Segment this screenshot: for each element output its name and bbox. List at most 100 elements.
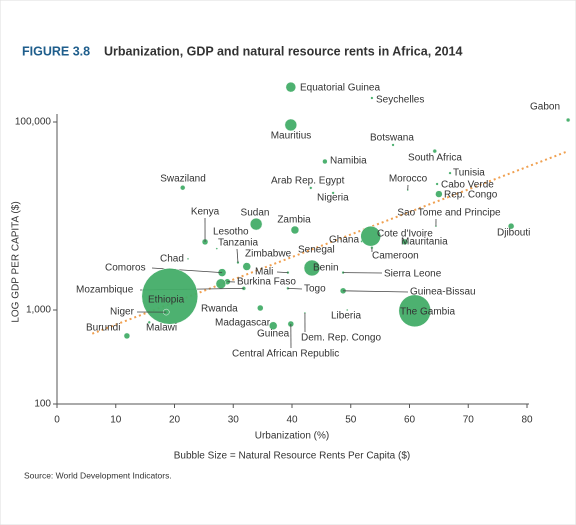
- point-label: Ghana: [329, 235, 359, 246]
- point-label: South Africa: [408, 153, 462, 164]
- bubble: [257, 304, 264, 312]
- size-label: Bubble Size = Natural Resource Rents Per…: [174, 451, 411, 462]
- point-label: Cote d'Ivoire: [377, 229, 433, 240]
- point-label: Rep. Congo: [444, 190, 498, 201]
- point-label: Burkina Faso: [237, 277, 296, 288]
- bubble: [215, 247, 219, 250]
- x-tick-label: 30: [228, 415, 240, 426]
- bubble: [249, 217, 263, 231]
- x-tick-label: 70: [463, 415, 475, 426]
- bubble: [507, 222, 515, 230]
- bubble: [290, 225, 300, 235]
- point-label: Guinea-Bissau: [410, 287, 476, 298]
- point-label: Cabo Verde: [441, 180, 494, 191]
- bubble: [432, 148, 438, 154]
- point-label: Mozambique: [76, 285, 134, 296]
- bubble: [309, 186, 313, 190]
- bubble: [268, 321, 278, 330]
- point-label: Djibouti: [497, 228, 530, 239]
- point-label: Madagascar: [215, 318, 271, 329]
- bubble: [398, 294, 432, 328]
- figure-label: FIGURE 3.8: [22, 44, 90, 58]
- leader-line: [236, 248, 239, 263]
- point-label: Ethiopia: [148, 295, 185, 306]
- point-label: Kenya: [191, 207, 220, 218]
- point-label: Mali: [255, 267, 273, 278]
- y-tick-label: 100,000: [15, 117, 52, 128]
- point-label: Lesotho: [213, 227, 249, 238]
- point-label: Mauritania: [401, 237, 448, 248]
- point-label: Namibia: [330, 156, 367, 167]
- bubble: [186, 257, 190, 261]
- point-label: Cameroon: [372, 251, 419, 262]
- point-label: Senegal: [298, 245, 335, 256]
- point-label: Guinea: [257, 329, 290, 340]
- point-label: Zimbabwe: [245, 249, 292, 260]
- bubble: [242, 262, 252, 271]
- x-tick-label: 10: [110, 415, 122, 426]
- y-tick-label: 1,000: [26, 305, 51, 316]
- point-label: Swaziland: [160, 174, 206, 185]
- point-label: Benin: [313, 263, 339, 274]
- point-label: Morocco: [389, 174, 428, 185]
- chart-title: Urbanization, GDP and natural resource r…: [104, 44, 462, 58]
- point-label: Rwanda: [201, 304, 238, 315]
- bubble: [180, 185, 186, 191]
- bubble: [401, 238, 409, 246]
- x-tick-label: 20: [169, 415, 181, 426]
- x-tick-label: 60: [404, 415, 416, 426]
- point-label: Equatorial Guinea: [300, 83, 380, 94]
- leader-line: [276, 271, 288, 273]
- y-axis-label: LOG GDP PER CAPITA ($): [11, 201, 22, 322]
- point-label: Comoros: [105, 263, 146, 274]
- point-label: Niger: [110, 307, 135, 318]
- point-label: Togo: [304, 284, 326, 295]
- point-label: Liberia: [331, 311, 361, 322]
- bubble: [435, 182, 439, 186]
- leader-line: [287, 287, 303, 290]
- point-label: Chad: [160, 254, 184, 265]
- bubble: [435, 190, 443, 198]
- point-label: The Gambia: [400, 307, 455, 318]
- bubble: [285, 81, 297, 93]
- point-label: Dem. Rep. Congo: [301, 333, 381, 344]
- point-label: Tanzania: [218, 238, 258, 249]
- point-label: Sierra Leone: [384, 269, 442, 280]
- y-tick-label: 100: [34, 399, 51, 410]
- point-label: Arab Rep. Egypt: [271, 176, 345, 187]
- bubble: [565, 117, 571, 123]
- leader-line: [343, 290, 409, 293]
- point-label: Tunisia: [453, 168, 485, 179]
- x-axis-label: Urbanization (%): [255, 431, 329, 442]
- point-label: Mauritius: [271, 131, 312, 142]
- point-label: Nigeria: [317, 193, 349, 204]
- source: Source: World Development Indicators.: [24, 470, 172, 480]
- bubble: [322, 158, 328, 165]
- bubble: [360, 225, 381, 247]
- bubble: [370, 96, 374, 100]
- bubble: [284, 118, 298, 132]
- bubble: [345, 308, 349, 312]
- point-label: Botswana: [370, 133, 414, 144]
- point-label: Sao Tome and Principe: [397, 208, 501, 219]
- bubble: [331, 191, 335, 195]
- point-label: Central African Republic: [232, 349, 339, 360]
- x-tick-label: 50: [345, 415, 357, 426]
- bubble: [215, 278, 227, 290]
- point-label: Malawi: [146, 323, 177, 334]
- point-label: Burundi: [86, 323, 120, 334]
- point-label: Zambia: [277, 215, 311, 226]
- point-label: Sudan: [241, 208, 270, 219]
- point-label: Seychelles: [376, 95, 424, 106]
- bubble: [448, 171, 452, 175]
- x-tick-label: 40: [286, 415, 298, 426]
- bubble: [391, 143, 395, 147]
- bubble: [123, 332, 131, 340]
- x-tick-label: 0: [54, 415, 60, 426]
- bubble: [303, 259, 321, 277]
- x-tick-label: 80: [521, 415, 533, 426]
- point-label: Gabon: [530, 102, 560, 113]
- bubble: [147, 320, 151, 324]
